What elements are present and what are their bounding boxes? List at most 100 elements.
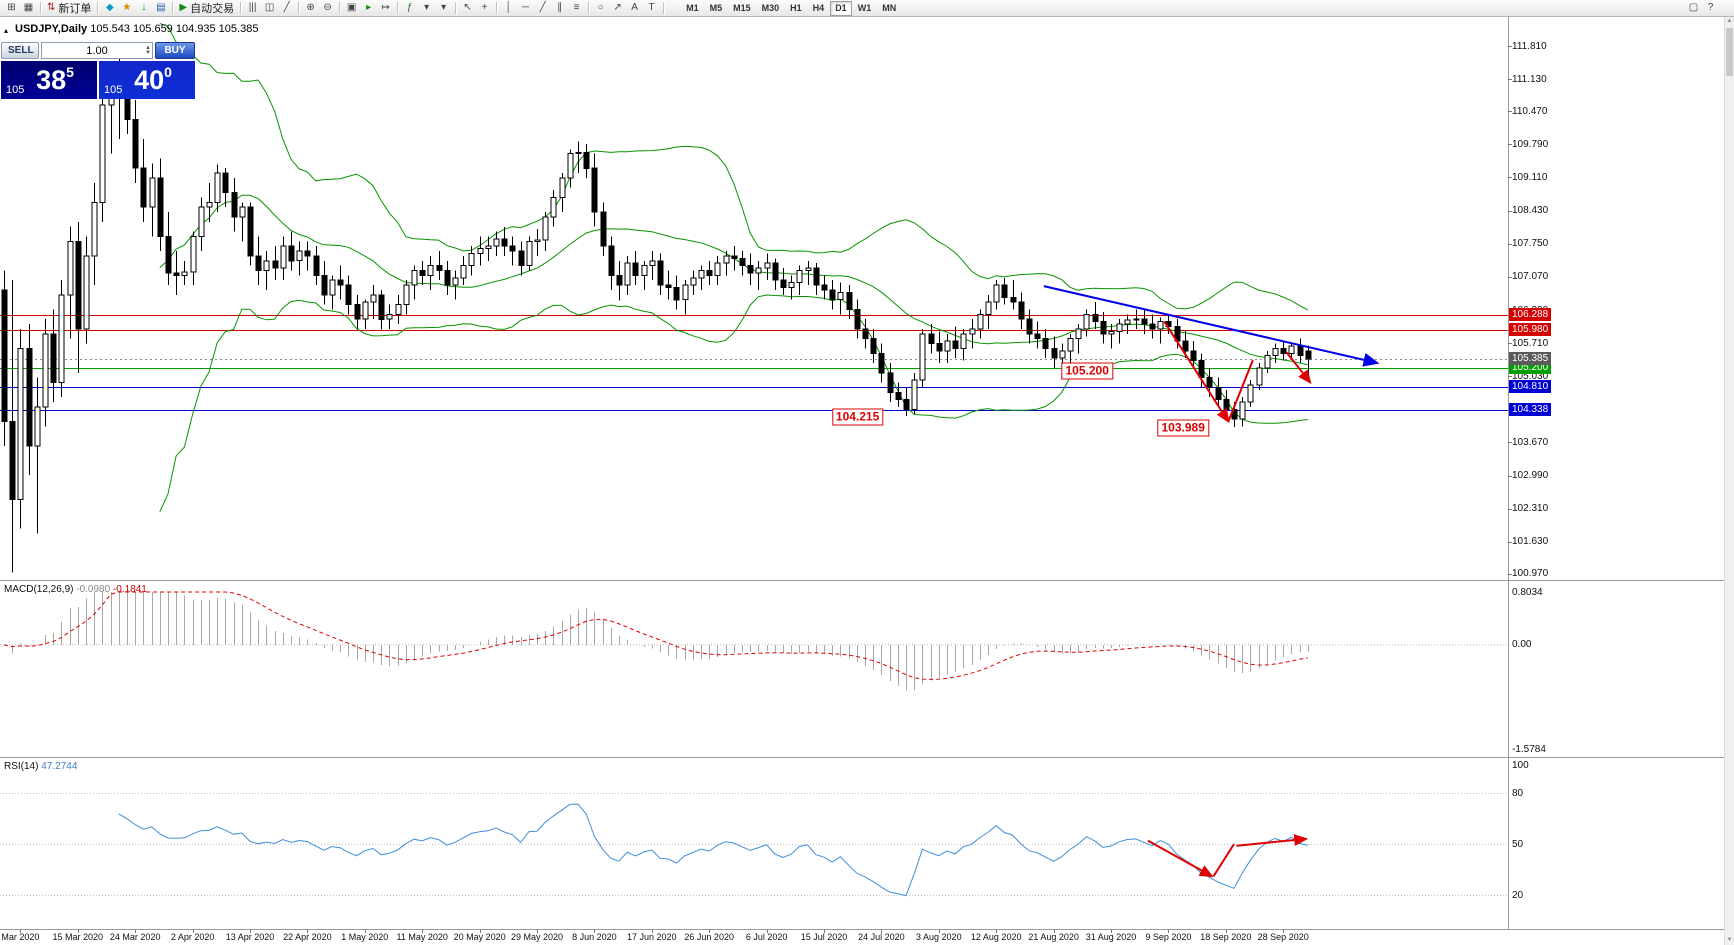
volume-down-icon[interactable]: ▼ <box>145 49 151 56</box>
one-click-trading-panel: SELL 1.00 ▲ ▼ BUY 105 38 5 105 40 0 <box>1 42 195 99</box>
new-order-icon: ⇅ <box>47 2 56 13</box>
equidistant-channel-icon: ∥ <box>557 2 563 13</box>
volume-value: 1.00 <box>86 44 108 57</box>
market-button[interactable]: ★ <box>118 1 135 16</box>
tile-windows-button[interactable]: ▣ <box>343 1 360 16</box>
timeframe-w1[interactable]: W1 <box>853 1 877 16</box>
arrows-tool-button[interactable]: ↗ <box>609 1 626 16</box>
timeframe-m1[interactable]: M1 <box>681 1 704 16</box>
toolbar-separator <box>339 2 341 14</box>
help-button[interactable]: ? <box>1702 1 1719 16</box>
rsi-value: 47.2744 <box>41 761 78 772</box>
chart-shift-button[interactable]: ↦ <box>377 1 394 16</box>
text-label-icon: T <box>648 2 655 13</box>
timeframe-m5[interactable]: M5 <box>705 1 728 16</box>
sell-button[interactable]: SELL <box>1 42 39 59</box>
charts-window-icon: ▤ <box>156 2 166 13</box>
text-label-button[interactable]: T <box>643 1 660 16</box>
chart-profiles-button[interactable]: ▦ <box>20 1 37 16</box>
bar-chart-mode-icon: ||| <box>248 2 257 13</box>
indicators-icon: ƒ <box>406 2 413 13</box>
horizontal-line-icon: ─ <box>522 2 530 13</box>
price-axis[interactable] <box>1508 17 1566 929</box>
arrows-tool-icon: ↗ <box>613 2 622 13</box>
macd-value-signal: -0.1841 <box>112 584 147 595</box>
volume-spinner[interactable]: ▲ ▼ <box>145 43 151 58</box>
timeframe-m30[interactable]: M30 <box>757 1 785 16</box>
panel-collapse-icon[interactable]: ▴ <box>4 26 9 35</box>
scroll-down-icon[interactable]: ▼ <box>1726 937 1733 943</box>
scroll-up-icon[interactable]: ▲ <box>1726 18 1733 24</box>
vertical-scrollbar[interactable]: ▲ ▼ <box>1724 17 1734 945</box>
toolbar-separator <box>663 2 665 14</box>
sell-price[interactable]: 105 38 5 <box>1 61 97 99</box>
buy-price-sup: 0 <box>164 64 172 80</box>
cursor-button[interactable]: ↖ <box>459 1 476 16</box>
zoom-in-button[interactable]: ⊕ <box>302 1 319 16</box>
buy-button[interactable]: BUY <box>155 42 195 59</box>
equidistant-channel-button[interactable]: ∥ <box>551 1 568 16</box>
line-chart-mode-icon: ╱ <box>283 2 290 13</box>
crosshair-icon: + <box>481 2 488 13</box>
shapes-button[interactable]: ○ <box>592 1 609 16</box>
buy-price-big: 40 <box>134 64 165 95</box>
new-order-button[interactable]: ⇅ 新订单 <box>44 1 94 16</box>
toolbar-separator <box>455 2 457 14</box>
price-label-annotation[interactable]: 104.215 <box>831 408 884 426</box>
candlestick-mode-icon: ◫ <box>264 2 275 13</box>
trendline-button[interactable]: ╱ <box>534 1 551 16</box>
line-chart-mode-button[interactable]: ╱ <box>278 1 295 16</box>
toolbar-separator <box>496 2 498 14</box>
toolbar-right-group: ▢? <box>1685 1 1719 16</box>
price-label-annotation[interactable]: 103.989 <box>1157 419 1209 437</box>
buy-price-small: 105 <box>104 84 123 96</box>
horizontal-line-button[interactable]: ─ <box>517 1 534 16</box>
sell-price-small: 105 <box>6 84 25 96</box>
fibonacci-icon: ≡ <box>573 2 580 13</box>
symbol-name: USDJPY,Daily <box>15 23 88 35</box>
volume-up-icon[interactable]: ▲ <box>145 44 151 51</box>
indicators-button[interactable]: ƒ <box>401 1 418 16</box>
timeframe-group: M1 M5 M15 M30 H1 H4 D1 W1 MN <box>681 0 901 16</box>
vertical-line-button[interactable]: │ <box>500 1 517 16</box>
help-icon: ? <box>1707 2 1714 13</box>
auto-scroll-button[interactable]: ▸ <box>360 1 377 16</box>
autotrading-label: 自动交易 <box>190 3 235 15</box>
bar-chart-mode-button[interactable]: ||| <box>244 1 261 16</box>
auto-scroll-icon: ▸ <box>366 2 372 13</box>
window-list-button[interactable]: ▢ <box>1685 1 1702 16</box>
fibonacci-button[interactable]: ≡ <box>568 1 585 16</box>
symbol-info: USDJPY,Daily 105.543 105.659 104.935 105… <box>15 23 258 35</box>
autotrading-button[interactable]: ▶ 自动交易 <box>176 1 237 16</box>
timeframe-d1[interactable]: D1 <box>830 0 852 16</box>
mql5-community-button[interactable]: ◆ <box>101 1 118 16</box>
buy-price[interactable]: 105 40 0 <box>99 61 195 99</box>
time-axis[interactable] <box>0 930 1508 945</box>
scrollbar-thumb[interactable] <box>1726 28 1733 76</box>
templates-icon: ▾ <box>441 2 447 13</box>
chart-shift-icon: ↦ <box>381 2 390 13</box>
chart-profiles-icon: ▦ <box>23 2 34 13</box>
volume-input[interactable]: 1.00 ▲ ▼ <box>41 42 153 59</box>
periods-button[interactable]: ▾ <box>418 1 435 16</box>
download-button[interactable]: ↓ <box>135 1 152 16</box>
timeframe-h4[interactable]: H4 <box>808 1 830 16</box>
toolbar: ⊞ ▦ ⇅ 新订单 ◆ ★ ↓ ▤ ▶ 自动交易 ||| ◫ ╱ ⊕ ⊖ ▣ ▸ ↦ ƒ ▾ ▾ ↖ + │ ─ ╱ ∥ ≡ ○ ↗ A T M… <box>0 0 1734 17</box>
mql5-community-icon: ◆ <box>106 2 114 13</box>
charts-window-button[interactable]: ▤ <box>152 1 169 16</box>
templates-button[interactable]: ▾ <box>435 1 452 16</box>
price-label-annotation[interactable]: 105.200 <box>1061 362 1113 380</box>
timeframe-h1[interactable]: H1 <box>785 1 807 16</box>
crosshair-button[interactable]: + <box>476 1 493 16</box>
new-chart-icon: ⊞ <box>7 2 16 13</box>
cursor-icon: ↖ <box>463 2 472 13</box>
candlestick-mode-button[interactable]: ◫ <box>261 1 278 16</box>
timeframe-m15[interactable]: M15 <box>728 1 756 16</box>
zoom-out-button[interactable]: ⊖ <box>319 1 336 16</box>
text-tool-button[interactable]: A <box>626 1 643 16</box>
toolbar-separator <box>397 2 399 14</box>
vertical-line-icon: │ <box>505 2 512 13</box>
timeframe-mn[interactable]: MN <box>877 1 901 16</box>
new-chart-button[interactable]: ⊞ <box>3 1 20 16</box>
